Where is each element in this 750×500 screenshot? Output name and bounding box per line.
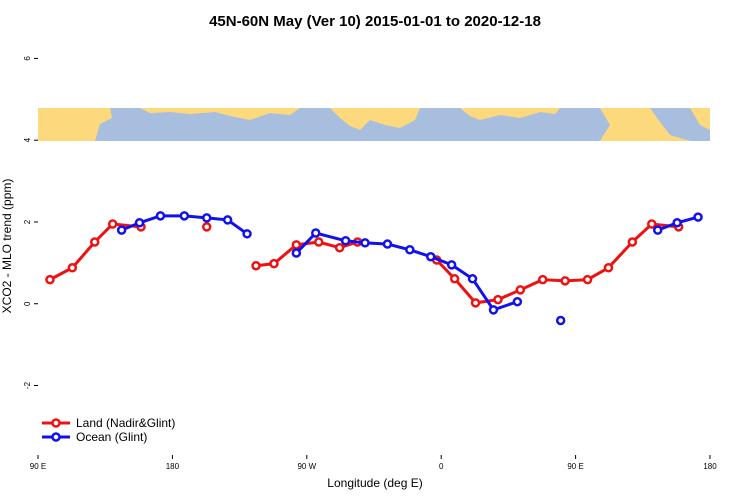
data-point bbox=[311, 228, 321, 238]
data-point bbox=[242, 229, 252, 239]
data-point bbox=[45, 274, 55, 285]
series-line bbox=[49, 222, 679, 305]
data-point bbox=[313, 237, 324, 247]
data-point bbox=[693, 212, 703, 222]
x-axis-label: Longitude (deg E) bbox=[327, 476, 422, 490]
data-point bbox=[603, 263, 614, 273]
data-point bbox=[251, 260, 261, 271]
data-point bbox=[627, 237, 638, 247]
data-point bbox=[89, 237, 100, 247]
data-point bbox=[560, 276, 570, 286]
data-point bbox=[201, 222, 212, 232]
x-tick-label: 90 W bbox=[297, 462, 316, 471]
legend-label: Land (Nadir&Glint) bbox=[76, 416, 175, 430]
data-point bbox=[334, 242, 345, 253]
y-tick-label: 2 bbox=[23, 219, 32, 224]
x-tick-label: 90 E bbox=[567, 462, 583, 471]
data-point bbox=[652, 225, 663, 235]
data-point bbox=[382, 239, 393, 249]
data-point bbox=[179, 211, 190, 221]
data-point bbox=[340, 236, 351, 246]
data-point bbox=[134, 218, 145, 228]
y-tick-label: -2 bbox=[23, 381, 32, 389]
x-tick-label: 180 bbox=[166, 462, 180, 471]
data-point bbox=[647, 219, 657, 229]
data-point bbox=[515, 285, 526, 295]
data-point bbox=[291, 240, 302, 250]
data-point bbox=[269, 258, 279, 269]
data-point bbox=[555, 315, 566, 326]
data-point bbox=[467, 274, 478, 284]
data-point bbox=[470, 298, 481, 308]
data-point bbox=[512, 296, 523, 307]
data-point bbox=[222, 215, 233, 225]
data-point bbox=[201, 213, 212, 223]
x-tick-label: 180 bbox=[703, 462, 717, 471]
data-point bbox=[155, 211, 166, 221]
y-tick-label: 4 bbox=[23, 137, 32, 142]
data-point bbox=[67, 263, 78, 273]
data-point bbox=[488, 305, 499, 315]
data-point bbox=[107, 219, 118, 229]
data-point bbox=[116, 225, 127, 235]
y-tick-label: 6 bbox=[23, 56, 32, 61]
data-point bbox=[537, 274, 548, 285]
data-point bbox=[493, 294, 503, 305]
data-point bbox=[582, 274, 593, 285]
data-point bbox=[291, 248, 302, 258]
data-point bbox=[446, 260, 457, 270]
data-point bbox=[405, 245, 415, 255]
legend-marker bbox=[51, 418, 61, 428]
y-tick-label: 0 bbox=[23, 301, 32, 306]
legend-marker bbox=[51, 432, 61, 442]
chart-title: 45N-60N May (Ver 10) 2015-01-01 to 2020-… bbox=[209, 13, 541, 30]
map-band bbox=[38, 108, 710, 141]
x-tick-label: 0 bbox=[439, 462, 444, 471]
x-tick-label: 90 E bbox=[30, 462, 46, 471]
data-point bbox=[425, 251, 436, 262]
legend-label: Ocean (Glint) bbox=[76, 430, 147, 444]
data-point bbox=[360, 238, 370, 248]
data-point bbox=[672, 218, 682, 228]
data-point bbox=[449, 274, 460, 284]
y-axis-label: XCO2 - MLO trend (ppm) bbox=[0, 179, 14, 314]
